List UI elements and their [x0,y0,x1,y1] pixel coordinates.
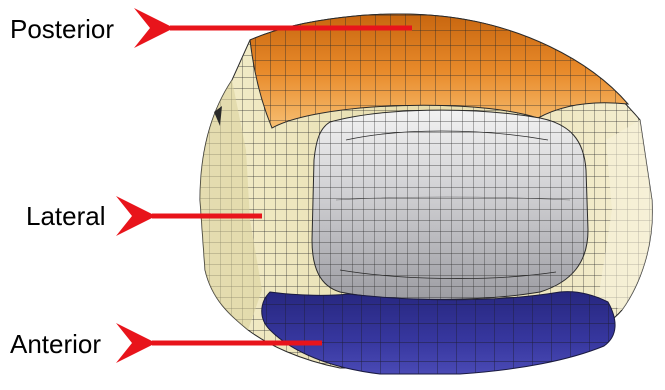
central-surface-region [311,109,589,300]
posterior-region [249,13,630,129]
label-posterior: Posterior [10,14,115,44]
label-anterior: Anterior [10,329,102,359]
anterior-region [261,291,616,375]
label-lateral: Lateral [26,201,106,231]
